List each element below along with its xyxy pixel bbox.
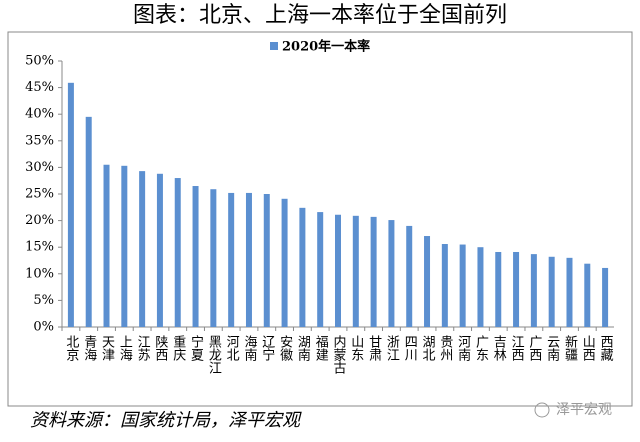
bar (281, 198, 288, 327)
x-tick-label: 新疆 (562, 334, 578, 361)
bar (370, 216, 377, 327)
x-tick-label: 黑龙江 (206, 335, 222, 374)
x-tick-label: 海南 (241, 335, 257, 361)
bar (245, 192, 252, 327)
y-tick-label: 50% (25, 54, 54, 69)
bar (174, 178, 181, 327)
bar (317, 212, 324, 327)
x-tick-label: 贵州 (437, 335, 453, 361)
x-tick-label: 内蒙古 (331, 334, 347, 374)
bar (192, 186, 199, 327)
y-tick-label: 25% (25, 187, 54, 202)
legend-swatch (270, 42, 278, 50)
x-tick-label: 北京 (63, 335, 79, 361)
x-tick-label: 安徽 (277, 335, 293, 361)
bar (388, 220, 395, 327)
x-tick-label: 宁夏 (188, 334, 204, 361)
x-tick-label: 吉林 (491, 335, 507, 361)
bar (156, 173, 163, 327)
bar (513, 251, 520, 327)
x-tick-label: 山西 (580, 335, 596, 361)
bar (335, 214, 341, 327)
bar (530, 254, 537, 327)
x-tick-label: 青海 (81, 335, 97, 361)
x-tick-label: 湖北 (420, 335, 436, 362)
x-tick-label: 江西 (509, 335, 525, 361)
bar (228, 192, 235, 327)
source: 资料来源：国家统计局，泽平宏观 (30, 410, 302, 431)
bar (566, 257, 573, 327)
x-tick-label: 福建 (313, 335, 329, 362)
bar (299, 207, 306, 327)
bar (406, 225, 413, 327)
x-tick-label: 上海 (117, 335, 132, 361)
bar (602, 267, 609, 327)
legend-label: 2020年一本率 (282, 39, 370, 55)
watermark-icon (534, 402, 550, 418)
bar (584, 263, 591, 327)
x-tick-label: 湖南 (295, 335, 311, 361)
x-tick-label: 山东 (348, 335, 364, 361)
y-tick-label: 45% (25, 80, 54, 95)
x-tick-label: 江苏 (135, 335, 151, 361)
x-tick-label: 云南 (544, 335, 560, 361)
x-tick-label: 浙江 (384, 335, 400, 361)
y-tick-label: 15% (25, 240, 54, 255)
bar (85, 116, 92, 327)
watermark: 泽平宏观 (556, 402, 612, 418)
y-tick-label: 40% (25, 107, 54, 122)
x-tick-label: 天津 (99, 335, 115, 361)
bar (477, 247, 484, 327)
bar (121, 165, 128, 327)
bar (548, 256, 555, 327)
bar (459, 244, 466, 327)
x-tick-label: 四川 (402, 335, 418, 361)
x-tick-label: 河南 (455, 335, 471, 361)
x-tick-label: 甘肃 (366, 335, 382, 361)
x-tick-label: 陕西 (152, 335, 168, 361)
bar (495, 251, 502, 327)
chart-frame (7, 31, 633, 407)
bar (139, 171, 146, 327)
bar (210, 189, 217, 327)
bar (67, 82, 74, 327)
x-tick-label: 辽宁 (259, 335, 275, 361)
y-tick-label: 5% (33, 293, 54, 308)
x-tick-label: 西藏 (598, 335, 614, 361)
bar (263, 194, 270, 327)
x-tick-label: 河北 (224, 335, 240, 362)
y-tick-label: 0% (33, 320, 54, 335)
y-tick-label: 10% (25, 266, 54, 281)
y-tick-label: 20% (25, 213, 54, 228)
bar (441, 244, 448, 327)
bar (352, 215, 359, 327)
y-tick-label: 35% (25, 133, 54, 148)
x-tick-label: 重庆 (170, 334, 186, 361)
chart-title: 图表：北京、上海一本率位于全国前列 (133, 3, 507, 28)
bar (424, 236, 431, 327)
x-tick-label: 广东 (473, 335, 489, 361)
bar (103, 164, 110, 327)
y-tick-label: 30% (25, 160, 54, 175)
x-tick-label: 广西 (526, 335, 542, 361)
